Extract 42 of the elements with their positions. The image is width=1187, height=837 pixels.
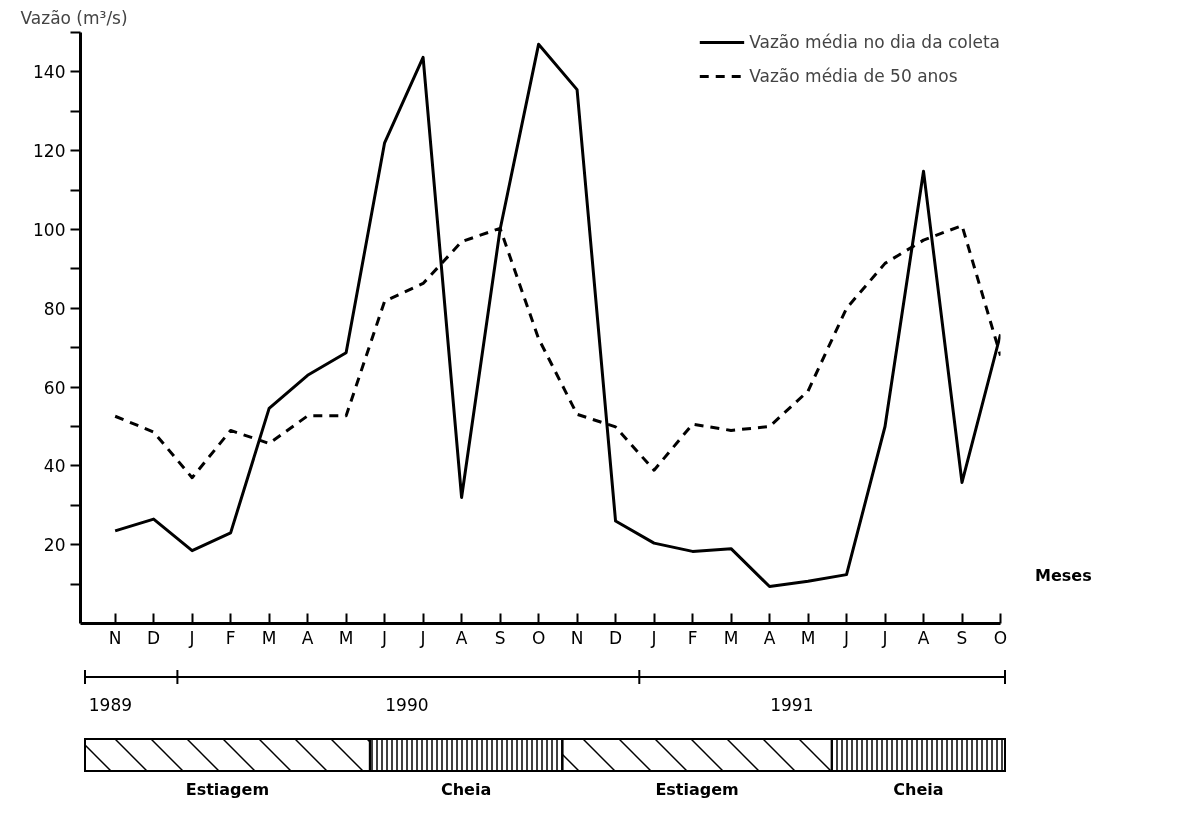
x-tick-label: F [687,627,698,648]
x-tick-label: A [455,627,468,648]
x-tick-label: O [993,627,1008,648]
text: Cheia [893,780,944,799]
x-tick-label: A [763,627,776,648]
x-tick-label: O [531,627,546,648]
legend-label: Vazão média no dia da coleta [749,32,1000,52]
x-tick-label: J [881,627,888,648]
x-tick-label: M [800,627,816,648]
text: 1990 [385,695,429,715]
x-tick-label: A [301,627,314,648]
x-tick-label: J [188,627,195,648]
x-tick-label: J [419,627,426,648]
x-tick-label: S [494,627,506,648]
x-tick-label: N [570,627,584,648]
x-tick-label: M [338,627,354,648]
y-tick-label: 140 [33,62,66,83]
y-tick-label: 120 [33,141,66,162]
y-tick-label: 20 [43,535,66,556]
x-tick-label: J [843,627,850,648]
x-tick-label: J [650,627,657,648]
legend-label: Vazão média de 50 anos [749,66,958,86]
x-tick-label: A [917,627,930,648]
x-tick-label: M [723,627,739,648]
x-axis-title: Meses [1035,565,1092,587]
x-tick-label: M [261,627,277,648]
text: 1991 [770,695,814,715]
text: Estiagem [655,780,739,799]
y-tick-label: 80 [43,298,66,319]
text: Cheia [440,780,492,799]
x-tick-label: D [609,627,623,648]
y-tick-label: 40 [43,456,66,477]
y-tick-label: 100 [33,220,66,240]
x-tick-label: D [147,627,161,648]
text: Estiagem [185,780,270,799]
x-tick-label: N [108,627,122,648]
x-tick-label: S [956,627,968,648]
y-tick-label: 60 [43,377,66,398]
x-tick-label: J [381,627,388,648]
x-tick-label: F [225,627,236,648]
y-axis-title: Vazão (m³/s) [20,7,128,28]
text: 1989 [88,695,133,715]
